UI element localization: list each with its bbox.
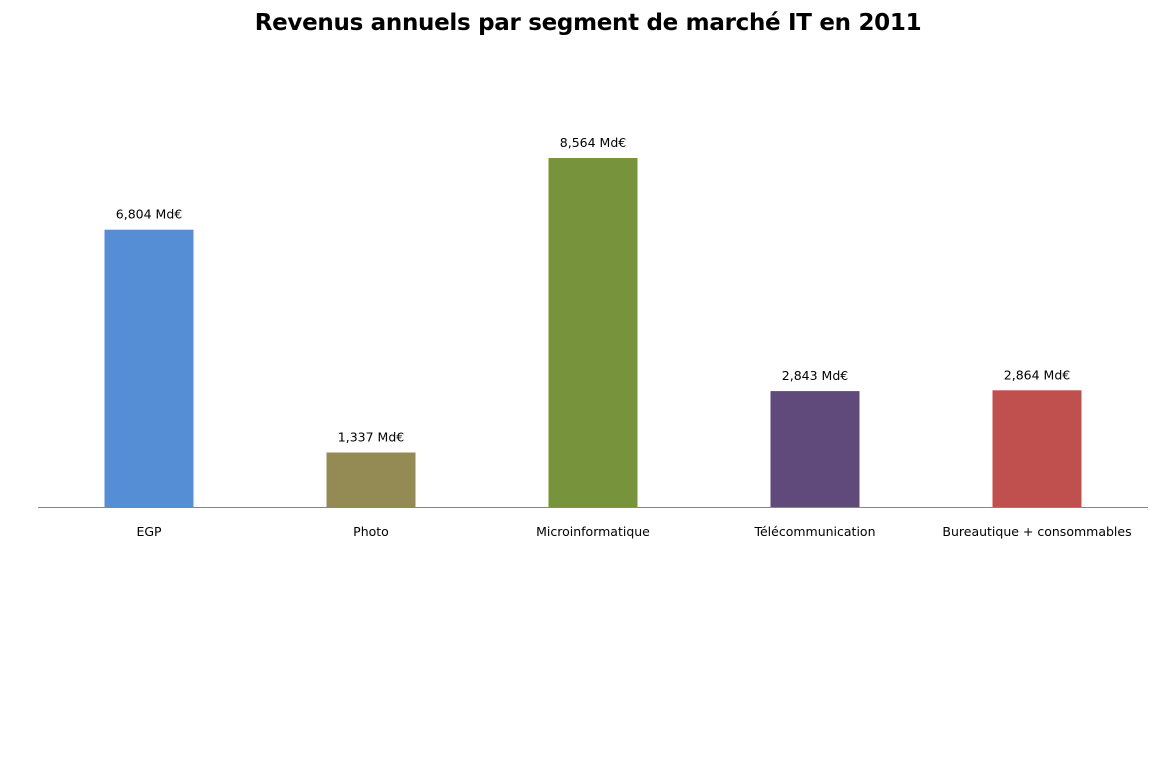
data-label-egp: 6,804 Md€ — [116, 207, 182, 222]
category-label-microinformatique: Microinformatique — [536, 524, 650, 539]
data-label-bureautique-consommables: 2,864 Md€ — [1004, 367, 1070, 382]
chart-title: Revenus annuels par segment de marché IT… — [254, 10, 922, 36]
bars-layer — [104, 158, 1082, 507]
category-label-bureautique-consommables: Bureautique + consommables — [942, 524, 1131, 539]
category-label-telecommunication: Télécommunication — [753, 524, 875, 539]
bar-egp — [104, 229, 194, 507]
bar-photo — [326, 452, 416, 507]
labels-layer: 6,804 Md€ EGP 1,337 Md€ Photo 8,564 Md€ Micro… — [116, 135, 1132, 539]
bar-microinformatique — [548, 158, 638, 507]
category-label-photo: Photo — [353, 524, 389, 539]
bar-bureautique-consommables — [992, 390, 1082, 507]
data-label-microinformatique: 8,564 Md€ — [560, 135, 626, 150]
bar-telecommunication — [770, 391, 860, 507]
category-label-egp: EGP — [136, 524, 162, 539]
data-label-photo: 1,337 Md€ — [338, 430, 404, 445]
data-label-telecommunication: 2,843 Md€ — [782, 368, 848, 383]
